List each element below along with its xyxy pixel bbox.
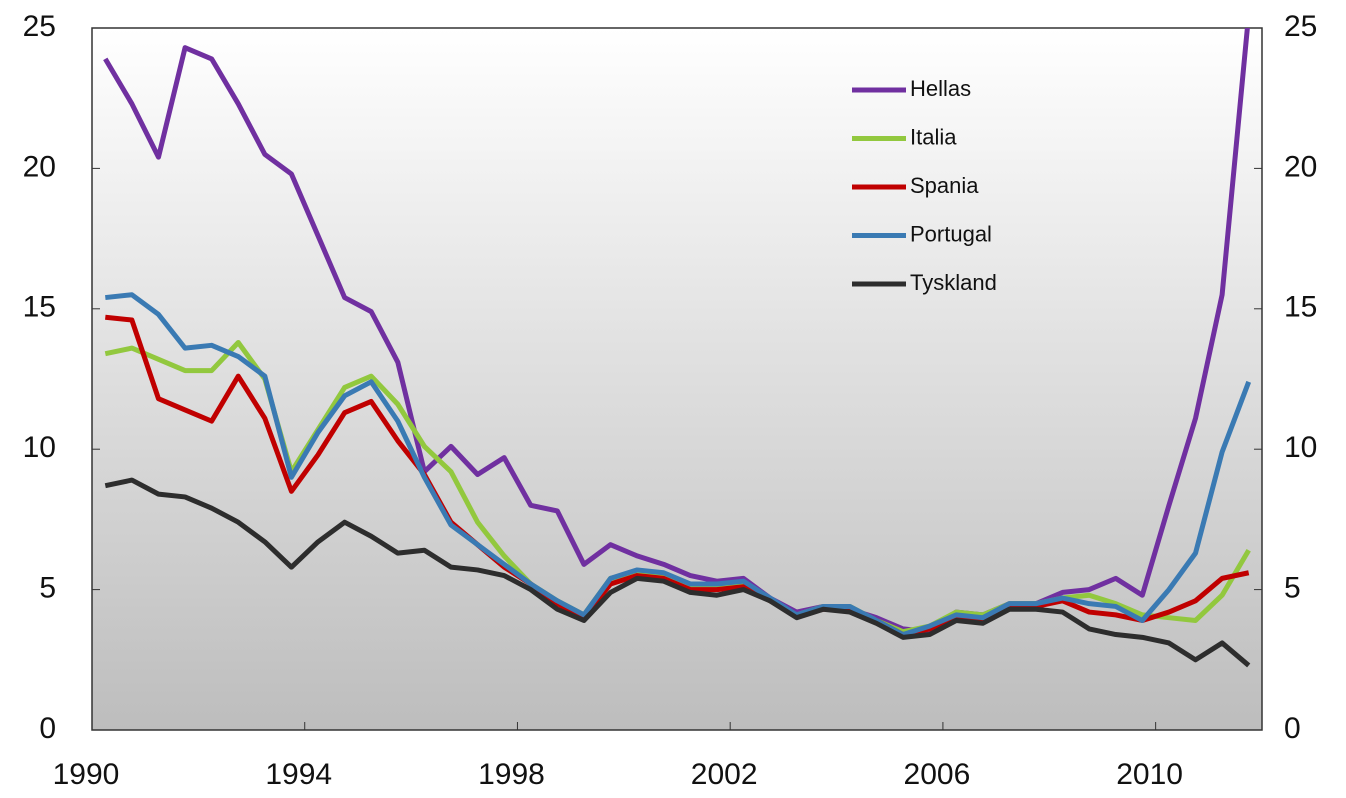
legend-label: Italia [910,124,957,149]
legend-label: Spania [910,173,979,198]
x-tick-label: 1994 [265,758,332,791]
y2-tick-label: 5 [1284,572,1301,605]
x-tick-label: 1998 [478,758,545,791]
y-tick-label: 5 [39,572,56,605]
y2-tick-label: 20 [1284,150,1317,183]
line-series [103,28,1250,635]
x-tick-label: 2006 [904,758,971,791]
x-tick-label: 2002 [691,758,758,791]
y2-tick-label: 10 [1284,431,1317,464]
y2-tick-label: 25 [1284,10,1317,43]
y-tick-label: 0 [39,712,56,745]
x-tick-label: 2010 [1116,758,1183,791]
y2-tick-label: 15 [1284,291,1317,324]
y-tick-label: 15 [23,291,56,324]
legend-label: Portugal [910,221,992,246]
y-tick-label: 10 [23,431,56,464]
y-tick-label: 25 [23,10,56,43]
legend-label: Tyskland [910,270,997,295]
y-tick-label: 20 [23,150,56,183]
lines [103,28,1252,668]
y2-tick-label: 0 [1284,712,1301,745]
line-series [105,314,1250,638]
line-series [105,292,1252,638]
line-series [104,477,1251,668]
legend-label: Hellas [910,76,971,101]
x-tick-label: 1990 [53,758,120,791]
